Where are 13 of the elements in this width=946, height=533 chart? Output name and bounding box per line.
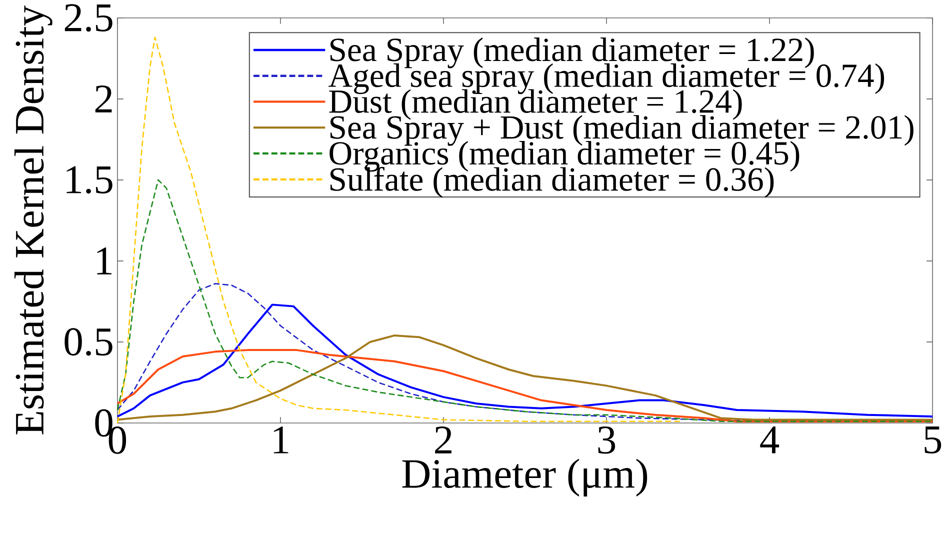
x-tick-label: 4: [760, 426, 780, 454]
y-tick-label: 1.5: [66, 166, 112, 194]
x-axis-title: Diameter (μm): [402, 458, 648, 496]
y-axis-title: Estimated Kernel Density: [14, 5, 52, 434]
y-tick-label: 0.5: [64, 328, 112, 356]
x-tick-label: 1: [274, 426, 288, 454]
y-tick-label: 2.5: [64, 4, 112, 32]
y-tick-label: 2: [95, 85, 112, 112]
y-tick-label: 1: [97, 247, 112, 274]
line-series: [116, 303, 934, 418]
x-tick-label: 2: [435, 426, 452, 454]
x-tick-label: 3: [598, 426, 616, 454]
x-tick-label: 5: [924, 426, 942, 454]
